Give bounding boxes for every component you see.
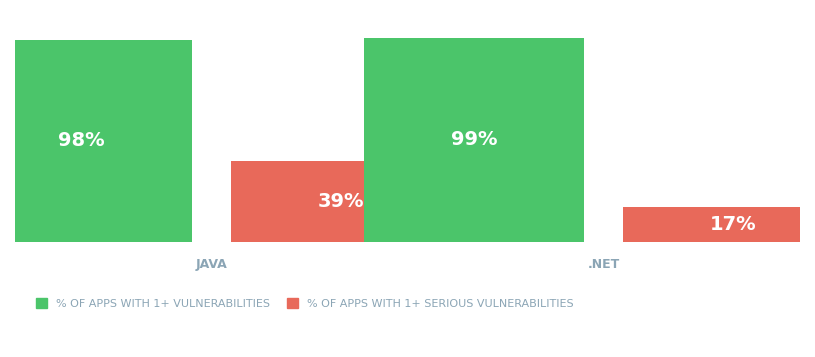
Text: .NET: .NET bbox=[588, 258, 620, 271]
Bar bbox=[231, 161, 451, 242]
Text: 17%: 17% bbox=[710, 215, 756, 234]
Text: 99%: 99% bbox=[451, 130, 497, 149]
Legend: % OF APPS WITH 1+ VULNERABILITIES, % OF APPS WITH 1+ SERIOUS VULNERABILITIES: % OF APPS WITH 1+ VULNERABILITIES, % OF … bbox=[36, 298, 574, 309]
Bar bbox=[0, 40, 192, 242]
Text: 98%: 98% bbox=[59, 131, 105, 150]
Bar bbox=[364, 38, 584, 242]
Text: JAVA: JAVA bbox=[196, 258, 227, 271]
Text: 39%: 39% bbox=[318, 192, 364, 211]
Bar bbox=[623, 207, 815, 242]
